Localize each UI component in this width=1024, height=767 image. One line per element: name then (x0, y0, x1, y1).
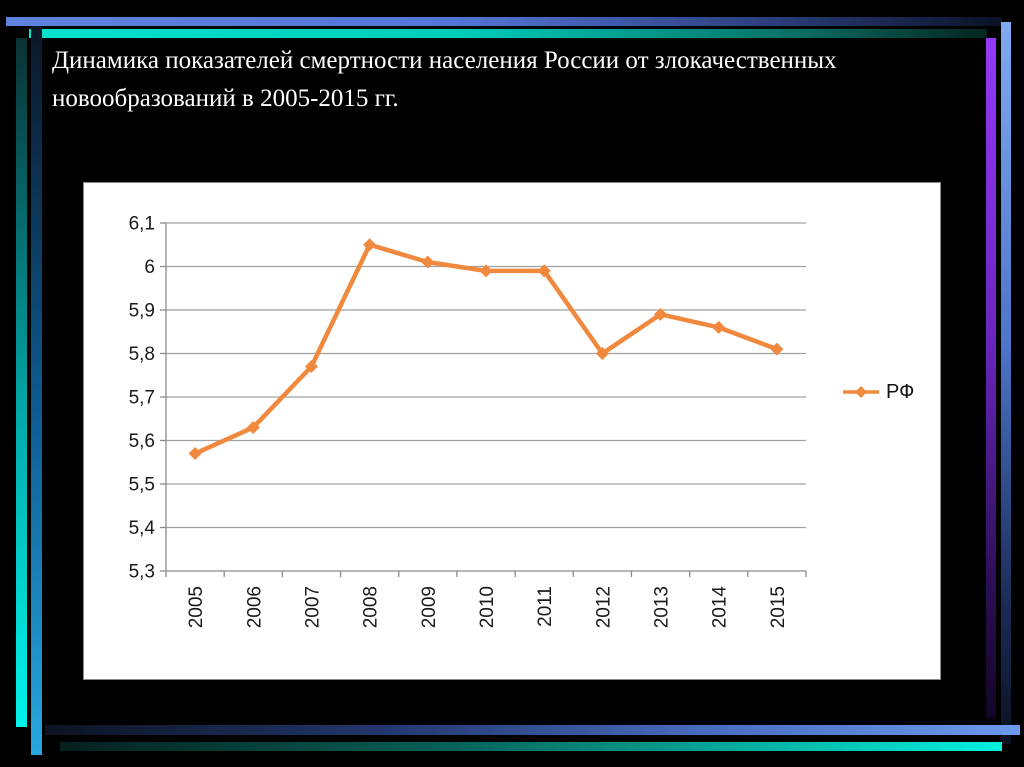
decor-bottom-cyan-bar (60, 742, 1002, 751)
svg-text:5,4: 5,4 (129, 518, 156, 539)
svg-text:5,3: 5,3 (129, 562, 155, 583)
decor-right-purple-bar (986, 38, 996, 718)
chart-area: 5,3 5,4 5,5 5,6 5,7 5,8 5,9 6 6,1 2005 2006 2007 200… (83, 182, 941, 680)
decor-left-blue-bar (31, 26, 42, 755)
y-axis-labels: 5,3 5,4 5,5 5,6 5,7 5,8 5,9 6 6,1 (129, 214, 156, 583)
svg-text:5,7: 5,7 (129, 388, 155, 409)
svg-text:5,8: 5,8 (129, 344, 155, 365)
decor-right-blue-bar (1001, 22, 1011, 744)
series-line-0 (188, 238, 784, 461)
svg-text:2013: 2013 (652, 586, 673, 628)
svg-text:2014: 2014 (710, 586, 731, 629)
decor-top-cyan-bar (29, 29, 987, 38)
svg-text:2010: 2010 (477, 586, 498, 628)
chart-legend: РФ (842, 379, 914, 405)
svg-text:2006: 2006 (244, 586, 265, 628)
slide-title: Динамика показателей смертности населени… (52, 47, 837, 112)
decor-left-cyan-bar (16, 38, 27, 727)
svg-text:2007: 2007 (302, 586, 323, 628)
svg-text:6: 6 (144, 257, 155, 278)
svg-text:2011: 2011 (535, 586, 556, 627)
svg-text:2012: 2012 (593, 586, 614, 628)
svg-text:2009: 2009 (419, 586, 440, 628)
svg-text:2008: 2008 (361, 586, 382, 628)
x-axis-labels: 2005 2006 2007 2008 2009 2010 2011 2012 2013 2014… (186, 586, 789, 629)
svg-text:5,6: 5,6 (129, 431, 155, 452)
svg-text:6,1: 6,1 (129, 214, 155, 235)
legend-marker-icon (843, 386, 879, 398)
svg-text:5,5: 5,5 (129, 475, 155, 496)
svg-text:2005: 2005 (186, 586, 207, 628)
decor-bottom-blue-bar (45, 725, 1020, 735)
svg-text:2015: 2015 (768, 586, 789, 628)
axes (160, 222, 807, 577)
decor-top-blue-bar (6, 17, 1002, 26)
legend-label: РФ (886, 380, 915, 403)
svg-text:5,9: 5,9 (129, 301, 155, 322)
gridlines (166, 222, 806, 529)
